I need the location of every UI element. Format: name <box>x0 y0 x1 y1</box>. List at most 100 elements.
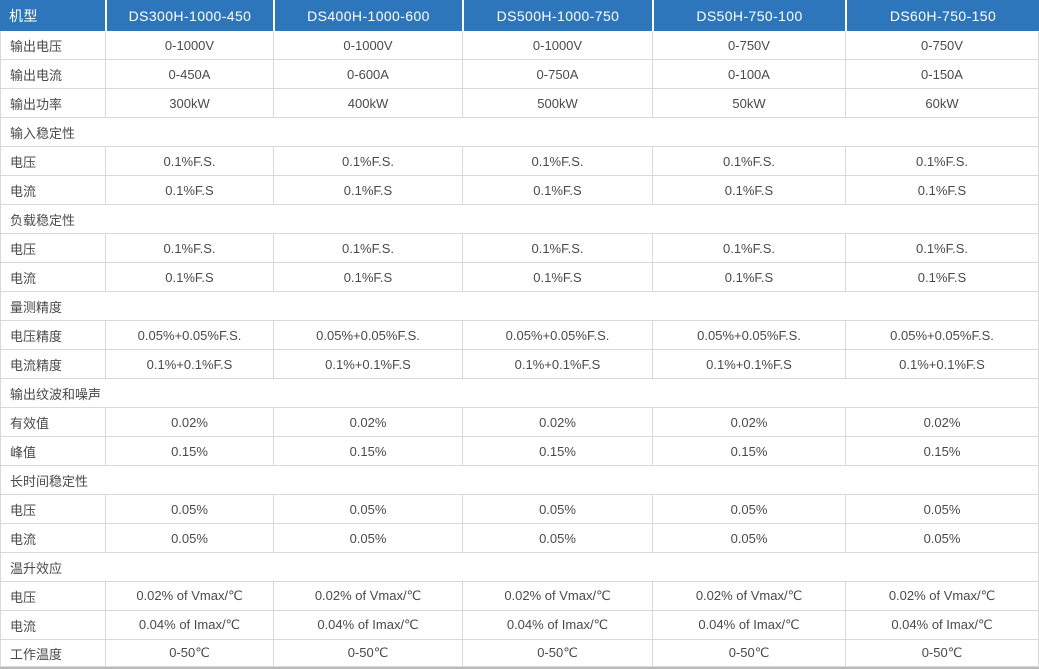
section-header-row: 长时间稳定性 <box>0 466 1039 495</box>
spec-value-cell: 0-50℃ <box>273 640 462 667</box>
spec-value-cell: 0-50℃ <box>105 640 273 667</box>
model-header-2: DS400H-1000-600 <box>273 0 462 31</box>
spec-value-cell: 0.02% of Vmax/℃ <box>273 582 462 611</box>
row-label: 电流 <box>0 524 105 553</box>
spec-value-cell: 0.05%+0.05%F.S. <box>652 321 845 350</box>
model-header-4: DS50H-750-100 <box>652 0 845 31</box>
spec-value-cell: 400kW <box>273 89 462 118</box>
spec-value-cell: 0.1%F.S. <box>652 147 845 176</box>
row-label: 电压 <box>0 495 105 524</box>
spec-value-cell: 0-100A <box>652 60 845 89</box>
spec-value-cell: 300kW <box>105 89 273 118</box>
section-header-row: 量测精度 <box>0 292 1039 321</box>
spec-value-cell: 0.05%+0.05%F.S. <box>105 321 273 350</box>
row-label: 电压 <box>0 582 105 611</box>
model-header-5: DS60H-750-150 <box>845 0 1039 31</box>
model-header-3: DS500H-1000-750 <box>462 0 652 31</box>
spec-value-cell: 0.02% <box>462 408 652 437</box>
spec-value-cell: 0.05% <box>462 495 652 524</box>
spec-value-cell: 0-1000V <box>105 31 273 60</box>
spec-value-cell: 0.1%F.S <box>273 176 462 205</box>
spec-value-cell: 0.15% <box>273 437 462 466</box>
row-label: 峰值 <box>0 437 105 466</box>
row-label: 电压 <box>0 234 105 263</box>
spec-value-cell: 0.1%F.S <box>462 176 652 205</box>
spec-value-cell: 0.05%+0.05%F.S. <box>462 321 652 350</box>
spec-value-cell: 0.05% <box>652 524 845 553</box>
spec-value-cell: 0.02% <box>105 408 273 437</box>
spec-value-cell: 0.02% of Vmax/℃ <box>845 582 1039 611</box>
row-label: 有效值 <box>0 408 105 437</box>
spec-value-cell: 0.1%F.S <box>652 176 845 205</box>
row-label: 电流精度 <box>0 350 105 379</box>
spec-value-cell: 0.05% <box>845 495 1039 524</box>
spec-value-cell: 50kW <box>652 89 845 118</box>
row-label: 输出电流 <box>0 60 105 89</box>
spec-value-cell: 0-50℃ <box>462 640 652 667</box>
row-label: 电压精度 <box>0 321 105 350</box>
spec-value-cell: 0.1%+0.1%F.S <box>273 350 462 379</box>
spec-value-cell: 0.15% <box>652 437 845 466</box>
spec-value-cell: 0.1%F.S <box>652 263 845 292</box>
spec-value-cell: 0.04% of Imax/℃ <box>845 611 1039 640</box>
spec-value-cell: 0.05% <box>105 524 273 553</box>
spec-value-cell: 0-1000V <box>273 31 462 60</box>
spec-value-cell: 0.15% <box>462 437 652 466</box>
spec-value-cell: 0-750A <box>462 60 652 89</box>
model-column-header: 机型 <box>0 0 105 31</box>
row-label: 电流 <box>0 611 105 640</box>
spec-value-cell: 0.05% <box>462 524 652 553</box>
spec-value-cell: 0.1%F.S. <box>462 147 652 176</box>
row-label: 输出功率 <box>0 89 105 118</box>
spec-value-cell: 0.1%F.S <box>462 263 652 292</box>
spec-value-cell: 0-150A <box>845 60 1039 89</box>
spec-value-cell: 0-1000V <box>462 31 652 60</box>
spec-value-cell: 0-50℃ <box>845 640 1039 667</box>
spec-value-cell: 0.04% of Imax/℃ <box>652 611 845 640</box>
spec-value-cell: 0.1%+0.1%F.S <box>652 350 845 379</box>
spec-value-cell: 0.05% <box>845 524 1039 553</box>
spec-value-cell: 0.05% <box>652 495 845 524</box>
spec-value-cell: 0.02% <box>273 408 462 437</box>
spec-value-cell: 0.1%F.S <box>845 263 1039 292</box>
spec-value-cell: 0.05% <box>273 524 462 553</box>
spec-value-cell: 0-750V <box>845 31 1039 60</box>
spec-value-cell: 0.1%+0.1%F.S <box>105 350 273 379</box>
spec-value-cell: 0.04% of Imax/℃ <box>462 611 652 640</box>
row-label: 电流 <box>0 176 105 205</box>
model-header-1: DS300H-1000-450 <box>105 0 273 31</box>
spec-value-cell: 0.05%+0.05%F.S. <box>845 321 1039 350</box>
spec-value-cell: 0.1%+0.1%F.S <box>462 350 652 379</box>
spec-value-cell: 0.1%F.S <box>105 263 273 292</box>
spec-value-cell: 0.1%F.S <box>845 176 1039 205</box>
row-label: 电流 <box>0 263 105 292</box>
section-header-row: 输出纹波和噪声 <box>0 379 1039 408</box>
spec-value-cell: 0.15% <box>105 437 273 466</box>
spec-value-cell: 0.1%+0.1%F.S <box>845 350 1039 379</box>
row-label: 输出电压 <box>0 31 105 60</box>
spec-value-cell: 0.15% <box>845 437 1039 466</box>
spec-value-cell: 0.02% <box>845 408 1039 437</box>
spec-value-cell: 0.02% of Vmax/℃ <box>462 582 652 611</box>
spec-value-cell: 0.1%F.S. <box>273 147 462 176</box>
spec-value-cell: 0.1%F.S. <box>845 147 1039 176</box>
spec-value-cell: 0-600A <box>273 60 462 89</box>
spec-value-cell: 0.04% of Imax/℃ <box>105 611 273 640</box>
spec-value-cell: 0-450A <box>105 60 273 89</box>
row-label: 电压 <box>0 147 105 176</box>
spec-value-cell: 0.02% of Vmax/℃ <box>652 582 845 611</box>
spec-value-cell: 60kW <box>845 89 1039 118</box>
spec-value-cell: 0.1%F.S <box>105 176 273 205</box>
spec-value-cell: 0.05% <box>105 495 273 524</box>
spec-value-cell: 0.1%F.S. <box>105 234 273 263</box>
spec-value-cell: 500kW <box>462 89 652 118</box>
spec-value-cell: 0.05% <box>273 495 462 524</box>
section-header-row: 负载稳定性 <box>0 205 1039 234</box>
spec-value-cell: 0.1%F.S. <box>652 234 845 263</box>
spec-value-cell: 0.1%F.S. <box>273 234 462 263</box>
spec-value-cell: 0.1%F.S. <box>105 147 273 176</box>
spec-value-cell: 0-750V <box>652 31 845 60</box>
spec-value-cell: 0.02% of Vmax/℃ <box>105 582 273 611</box>
spec-value-cell: 0.05%+0.05%F.S. <box>273 321 462 350</box>
